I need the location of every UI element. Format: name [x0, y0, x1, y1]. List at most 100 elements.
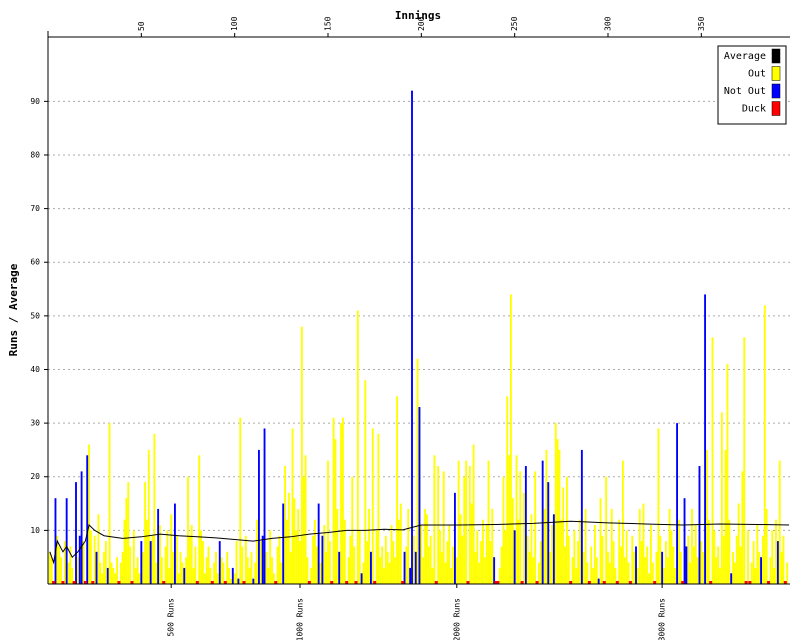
bar: [267, 567, 270, 584]
bar: [551, 525, 553, 584]
bar: [498, 567, 501, 584]
bar: [500, 546, 503, 584]
bar: [577, 541, 580, 584]
bar: [265, 551, 268, 584]
bar: [174, 503, 176, 584]
bar: [187, 476, 189, 584]
duck-marker: [783, 581, 787, 584]
bar: [623, 557, 626, 584]
duck-marker: [615, 581, 619, 584]
bar: [101, 573, 104, 584]
bar: [136, 557, 139, 584]
bar: [610, 508, 613, 584]
bar: [534, 471, 537, 584]
bar: [383, 567, 385, 584]
bar: [246, 557, 249, 584]
bar: [470, 503, 473, 584]
bar: [715, 557, 718, 584]
bar: [704, 294, 706, 584]
bar: [554, 423, 557, 584]
duck-marker: [83, 581, 87, 584]
bar: [207, 546, 210, 584]
bar: [116, 557, 118, 584]
bar: [487, 460, 490, 584]
bar: [332, 417, 335, 584]
bar: [407, 508, 410, 584]
bar: [786, 562, 789, 584]
bar: [775, 519, 777, 584]
bar: [231, 567, 234, 584]
duck-marker: [520, 581, 524, 584]
bar: [364, 380, 367, 584]
x-tick-label: 50: [137, 21, 146, 31]
y-tick-label: 40: [30, 365, 40, 374]
bar: [356, 310, 359, 584]
bar: [636, 567, 639, 584]
bar: [782, 535, 785, 584]
bar: [730, 573, 733, 584]
bar: [722, 535, 725, 584]
bar: [370, 551, 372, 584]
bar: [771, 530, 774, 584]
bar: [63, 541, 66, 584]
legend-swatch: [771, 101, 781, 116]
bar: [405, 546, 408, 584]
bar: [614, 567, 617, 584]
bar: [650, 525, 652, 584]
bar: [185, 557, 188, 584]
duck-marker: [307, 581, 311, 584]
bar: [215, 551, 217, 584]
bar: [465, 460, 468, 584]
bar: [377, 433, 380, 584]
bar: [312, 535, 314, 584]
bar: [420, 525, 423, 584]
bar: [584, 508, 587, 584]
legend-swatch: [771, 48, 781, 64]
bar: [86, 455, 89, 584]
legend-swatch: [771, 66, 781, 81]
duck-marker: [653, 581, 657, 584]
bar: [734, 562, 736, 584]
duck-marker: [569, 581, 573, 584]
bar: [368, 508, 370, 584]
bar: [638, 508, 641, 584]
bar: [67, 562, 70, 584]
bar: [192, 567, 195, 584]
bar: [769, 557, 772, 584]
bar: [776, 541, 779, 584]
bar: [476, 530, 479, 584]
bar: [424, 508, 426, 584]
bar: [121, 551, 124, 584]
bar: [678, 519, 680, 584]
bar: [579, 519, 581, 584]
bar: [127, 482, 130, 584]
bar: [426, 514, 428, 584]
bar: [760, 557, 762, 584]
bar: [295, 530, 298, 584]
bar: [299, 541, 301, 584]
bar: [511, 498, 514, 584]
legend-label: Not Out: [724, 86, 766, 97]
duck-marker: [61, 581, 65, 584]
bar: [103, 551, 105, 584]
bar: [166, 530, 169, 584]
bar: [670, 530, 673, 584]
bar: [90, 530, 92, 584]
bar: [601, 535, 604, 584]
bar: [371, 428, 374, 584]
bar: [75, 482, 77, 584]
bar: [108, 423, 111, 584]
duck-marker: [681, 581, 685, 584]
y-tick-label: 70: [30, 204, 40, 213]
bar: [384, 535, 387, 584]
bar: [375, 530, 378, 584]
bar: [271, 557, 273, 584]
bar: [564, 546, 566, 584]
bar: [149, 541, 152, 584]
bar: [513, 530, 516, 584]
bar: [530, 514, 533, 584]
duck-marker: [744, 581, 748, 584]
bar: [388, 562, 391, 584]
bar: [659, 535, 662, 584]
bar: [390, 525, 393, 584]
